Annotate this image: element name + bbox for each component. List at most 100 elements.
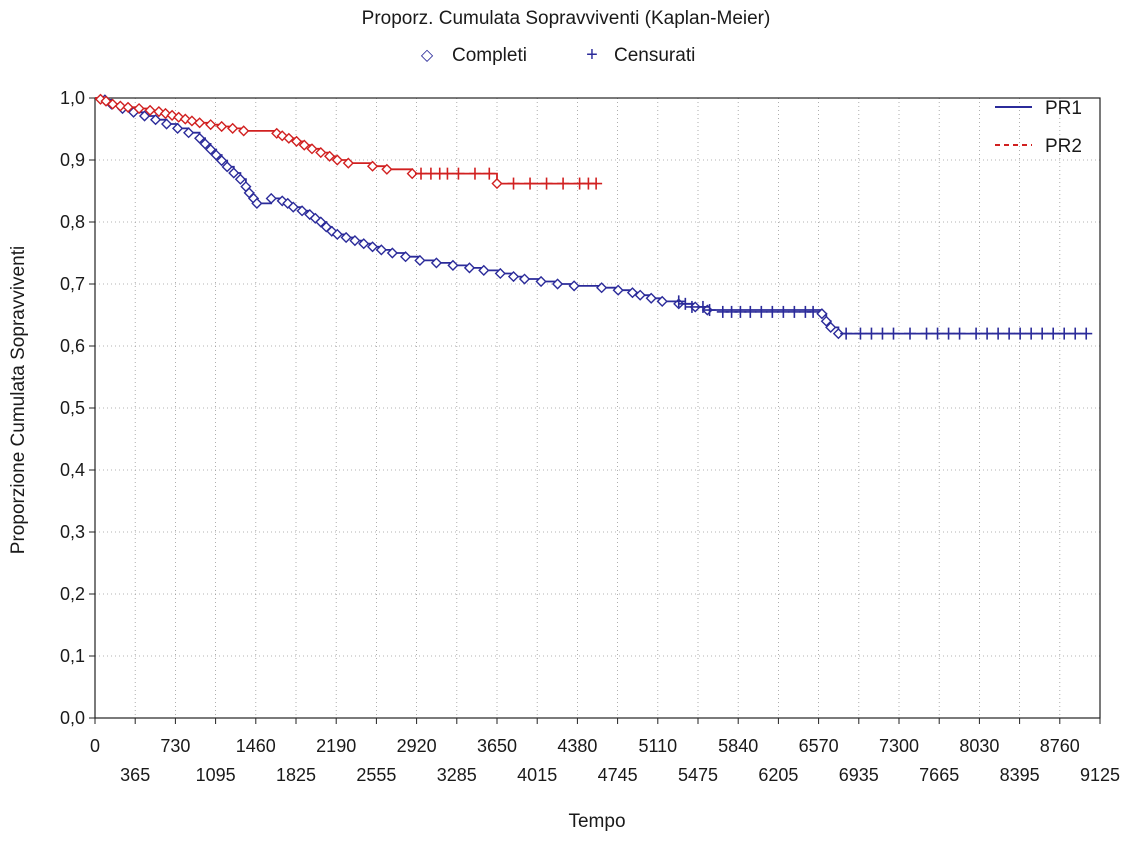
pr1-complete-marker: [386, 247, 398, 259]
x-tick-label: 0: [90, 736, 100, 756]
y-tick-label: 0,7: [60, 274, 85, 294]
pr1-censored-marker: [777, 305, 790, 318]
pr1-censored-marker: [807, 305, 820, 318]
censurati-label: Censurati: [614, 45, 695, 66]
pr1-complete-marker: [518, 273, 531, 285]
pr1-complete-marker: [825, 321, 837, 333]
pr1-complete-marker: [287, 201, 299, 213]
pr2-complete-marker: [216, 120, 228, 133]
x-tick-label: 1095: [196, 765, 236, 785]
x-tick-label: 8395: [1000, 765, 1040, 785]
pr2-complete-marker: [315, 146, 327, 159]
grid: [95, 98, 1100, 718]
y-tick-label: 0,8: [60, 212, 85, 232]
pr1-complete-marker: [820, 315, 832, 327]
pr1-censored-marker: [685, 300, 698, 313]
pr1-complete-marker: [596, 282, 608, 294]
pr2-complete-marker: [331, 154, 343, 166]
pr1-censored-marker: [755, 305, 768, 318]
pr1-complete-marker: [221, 161, 233, 173]
pr1-censored-marker: [840, 327, 853, 340]
legend-pr1-label: PR1: [1045, 98, 1082, 119]
pr1-censored-marker: [1003, 327, 1016, 340]
x-tick-label: 8760: [1040, 736, 1080, 756]
pr1-complete-marker: [265, 192, 277, 205]
pr1-complete-marker: [282, 197, 294, 209]
chart-title: Proporz. Cumulata Sopravviventi (Kaplan-…: [362, 8, 771, 29]
pr1-complete-marker: [399, 251, 412, 263]
pr1-censored-marker: [887, 327, 900, 340]
pr1-complete-marker: [296, 205, 308, 217]
pr1-censored-marker: [876, 327, 889, 340]
series-legend: PR1 PR2: [995, 98, 1082, 157]
pr1-censored-marker: [1014, 327, 1027, 340]
pr2-complete-marker: [166, 109, 178, 121]
pr1-censored-marker: [1069, 327, 1082, 340]
pr1-complete-marker: [331, 228, 343, 240]
y-tick-label: 0,0: [60, 708, 85, 728]
pr1-complete-marker: [172, 122, 184, 134]
pr1-censored-marker: [1036, 327, 1049, 340]
x-tick-label: 2920: [397, 736, 437, 756]
x-tick-label: 365: [120, 765, 150, 785]
pr1-complete-marker: [210, 149, 222, 161]
completi-label: Completi: [452, 45, 527, 66]
pr1-complete-marker: [358, 238, 370, 250]
pr2-censored-marker: [483, 167, 496, 180]
pr2-censored-marker: [540, 177, 553, 190]
pr2-complete-marker: [194, 117, 206, 129]
pr2-complete-marker: [342, 157, 354, 169]
pr2-censored-marker: [524, 177, 537, 190]
pr2-complete-marker: [144, 104, 156, 116]
x-tick-label: 4745: [598, 765, 638, 785]
x-tick-label: 5840: [718, 736, 758, 756]
x-tick-label: 730: [160, 736, 190, 756]
pr1-complete-marker: [414, 254, 426, 267]
x-tick-label: 5110: [638, 736, 677, 756]
y-axis-label: Proporzione Cumulata Sopravviventi: [8, 246, 29, 554]
pr1-censored-marker: [672, 295, 685, 308]
pr1-complete-marker: [568, 280, 580, 292]
x-tick-label: 4380: [557, 736, 597, 756]
pr1-complete-marker: [216, 155, 228, 167]
pr2-complete-marker: [205, 119, 217, 131]
pr2-complete-marker: [122, 101, 134, 113]
pr1-censored-marker: [766, 305, 779, 318]
pr1-censored-marker: [920, 327, 933, 340]
pr1-censored-marker: [970, 327, 983, 340]
pr2-complete-marker: [283, 132, 295, 144]
pr1-complete-marker: [228, 167, 240, 179]
pr2-complete-marker: [276, 130, 288, 142]
x-tick-label: 1825: [276, 765, 316, 785]
series-layer: [94, 93, 1093, 340]
pr2-censored-marker: [468, 167, 481, 180]
pr1-complete-marker: [149, 114, 162, 126]
pr2-complete-marker: [306, 143, 318, 155]
x-tick-label: 3650: [477, 736, 517, 756]
pr1-complete-marker: [551, 278, 564, 290]
x-tick-label: 9125: [1080, 765, 1120, 785]
pr1-complete-marker: [138, 110, 151, 122]
censurati-marker-icon: +: [586, 44, 598, 66]
pr1-censored-marker: [854, 327, 867, 340]
pr1-censored-marker: [703, 304, 716, 317]
pr1-complete-marker: [276, 195, 288, 207]
x-axis-label: Tempo: [568, 811, 625, 832]
y-tick-label: 1,0: [60, 88, 85, 108]
pr1-complete-marker: [251, 197, 263, 209]
pr1-complete-marker: [535, 275, 547, 288]
pr2-complete-marker: [298, 139, 310, 151]
pr2-censored-marker: [452, 167, 465, 180]
pr1-censored-marker: [1058, 327, 1071, 340]
pr1-complete-marker: [234, 173, 246, 185]
pr2-complete-marker: [366, 160, 379, 172]
y-tick-label: 0,4: [60, 460, 85, 480]
pr2-complete-marker: [491, 177, 503, 190]
pr1-complete-marker: [463, 262, 476, 274]
pr1-censored-marker: [942, 327, 955, 340]
pr1-complete-marker: [160, 118, 173, 130]
pr2-censored-marker: [441, 167, 454, 180]
pr1-complete-marker: [304, 208, 316, 221]
